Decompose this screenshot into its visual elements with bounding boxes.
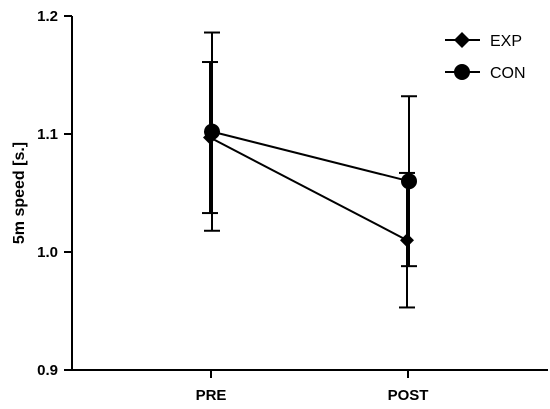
y-tick-label: 1.2 bbox=[37, 8, 58, 25]
x-tick-group: PRE POST bbox=[196, 370, 429, 404]
x-tick-label-pre: PRE bbox=[196, 387, 227, 404]
y-tick-label: 1.0 bbox=[37, 244, 58, 261]
series-line-con bbox=[211, 130, 410, 183]
y-tick-label: 0.9 bbox=[37, 362, 58, 379]
data-point-con bbox=[401, 173, 417, 190]
y-tick-label: 1.1 bbox=[37, 126, 58, 143]
data-point-con bbox=[204, 123, 220, 140]
error-bars bbox=[202, 31, 417, 309]
y-axis-title: 5m speed [s.] bbox=[11, 142, 28, 244]
legend-label-exp: EXP bbox=[490, 33, 522, 50]
legend-label-con: CON bbox=[490, 65, 526, 82]
y-tick-group: 0.9 1.0 1.1 1.2 bbox=[37, 8, 72, 379]
series-line-exp bbox=[209, 136, 408, 242]
data-point-exp bbox=[400, 233, 414, 248]
legend-marker-con bbox=[454, 64, 470, 80]
x-tick-label-post: POST bbox=[388, 387, 429, 404]
legend-marker-exp bbox=[454, 32, 470, 48]
series-lines bbox=[209, 130, 410, 242]
series-markers bbox=[203, 123, 417, 248]
legend: EXP CON bbox=[445, 32, 526, 82]
